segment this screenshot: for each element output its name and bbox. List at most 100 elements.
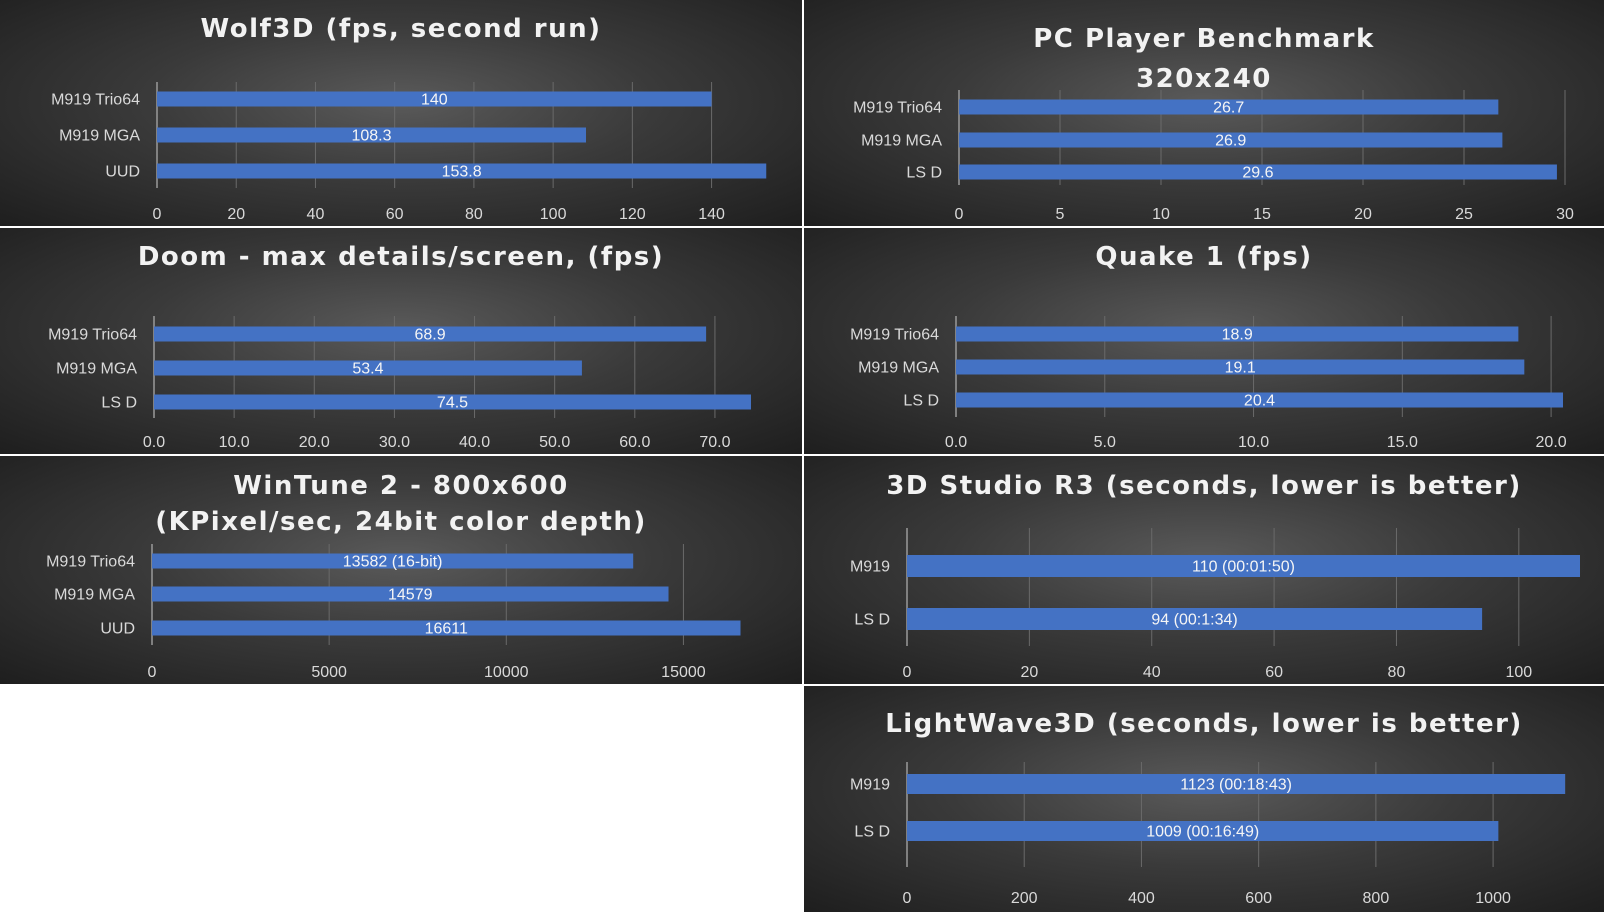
tick-label: 600 [1245, 890, 1272, 907]
tick-label: 50.0 [539, 434, 570, 451]
tick-label: 0.0 [143, 434, 165, 451]
tick-label: 20 [1354, 206, 1372, 223]
category-label: M919 Trio64 [48, 327, 137, 344]
tick-label: 30 [1556, 206, 1574, 223]
category-label: LS D [906, 165, 942, 182]
tick-label: 15 [1253, 206, 1271, 223]
data-label: 14579 [388, 587, 433, 604]
tick-label: 1000 [1475, 890, 1511, 907]
tick-label: 5.0 [1094, 434, 1116, 451]
data-label: 13582 (16-bit) [343, 554, 443, 571]
bar [152, 586, 669, 602]
category-label: UUD [105, 164, 140, 181]
category-label: M919 MGA [861, 133, 942, 150]
tick-label: 120 [619, 206, 646, 223]
bar [152, 553, 634, 569]
chart-title: PC Player Benchmark [1033, 24, 1375, 54]
category-label: M919 MGA [858, 360, 939, 377]
data-label: 153.8 [442, 164, 482, 181]
tick-label: 0 [955, 206, 964, 223]
bar [956, 326, 1519, 342]
tick-label: 10.0 [1238, 434, 1269, 451]
tick-label: 10 [1152, 206, 1170, 223]
category-label: M919 Trio64 [850, 327, 939, 344]
bar [154, 326, 707, 342]
tick-label: 100 [1505, 664, 1532, 681]
data-label: 74.5 [437, 395, 468, 412]
data-label: 19.1 [1225, 360, 1256, 377]
data-label: 108.3 [351, 128, 391, 145]
tick-label: 140 [698, 206, 725, 223]
tick-label: 10000 [484, 664, 529, 681]
chart-title: LightWave3D (seconds, lower is better) [885, 709, 1523, 739]
bar [154, 360, 582, 376]
chart-title: Wolf3D (fps, second run) [200, 14, 601, 44]
tick-label: 80 [465, 206, 483, 223]
chart-title: 3D Studio R3 (seconds, lower is better) [886, 471, 1521, 501]
bar [956, 359, 1525, 375]
chart-wintune: WinTune 2 - 800x600 (KPixel/sec, 24bit co… [46, 471, 741, 681]
tick-label: 100 [540, 206, 567, 223]
data-label: 94 (00:1:34) [1151, 612, 1237, 629]
bar [907, 821, 1499, 841]
bar [154, 394, 751, 410]
tick-label: 20.0 [299, 434, 330, 451]
tick-label: 15.0 [1387, 434, 1418, 451]
category-label: M919 [850, 777, 890, 794]
data-label: 20.4 [1244, 393, 1275, 410]
data-label: 26.7 [1213, 100, 1244, 117]
category-label: M919 MGA [56, 361, 137, 378]
chart-title: Quake 1 (fps) [1095, 242, 1312, 272]
bar [157, 127, 587, 143]
chart-quake: Quake 1 (fps) 18.9 M919 Trio64 19.1 M919 MGA… [850, 242, 1567, 451]
category-label: M919 Trio64 [46, 554, 135, 571]
category-label: LS D [854, 612, 890, 629]
tick-label: 0 [903, 890, 912, 907]
tick-label: 15000 [661, 664, 706, 681]
category-label: LS D [101, 395, 137, 412]
bar [907, 555, 1580, 577]
data-label: 68.9 [414, 327, 445, 344]
bar [157, 163, 767, 179]
chart-panel-wintune: WinTune 2 - 800x600 (KPixel/sec, 24bit co… [0, 456, 802, 684]
chart-panel-doom: Doom - max details/screen, (fps) 68.9 M919… [0, 228, 802, 454]
bar [959, 132, 1503, 148]
tick-label: 10.0 [219, 434, 250, 451]
category-label: UUD [100, 621, 135, 638]
tick-label: 60 [386, 206, 404, 223]
chart-wolf3d: Wolf3D (fps, second run) 140 M919 Trio64 10… [51, 14, 767, 223]
chart-lightwave: LightWave3D (seconds, lower is better) 11… [850, 709, 1566, 907]
chart-pcplayer: PC Player Benchmark 320x240 26.7 M919 Trio6… [853, 24, 1574, 223]
bar [157, 91, 712, 107]
tick-label: 200 [1011, 890, 1038, 907]
tick-label: 70.0 [699, 434, 730, 451]
tick-label: 60.0 [619, 434, 650, 451]
category-label: M919 Trio64 [853, 100, 942, 117]
bar [152, 620, 741, 636]
tick-label: 400 [1128, 890, 1155, 907]
category-label: M919 Trio64 [51, 92, 140, 109]
chart-panel-studio: 3D Studio R3 (seconds, lower is better) 1… [804, 456, 1604, 684]
category-label: LS D [854, 824, 890, 841]
tick-label: 80 [1388, 664, 1406, 681]
chart-panel-wolf3d: Wolf3D (fps, second run) 140 M919 Trio64 10… [0, 0, 802, 226]
tick-label: 0.0 [945, 434, 967, 451]
tick-label: 25 [1455, 206, 1473, 223]
category-label: LS D [903, 393, 939, 410]
tick-label: 20 [227, 206, 245, 223]
chart-title: WinTune 2 - 800x600 [233, 471, 569, 501]
chart-studio: 3D Studio R3 (seconds, lower is better) 1… [850, 471, 1580, 681]
chart-title-line-2: 320x240 [1136, 64, 1272, 94]
data-label: 29.6 [1242, 165, 1273, 182]
category-label: M919 MGA [59, 128, 140, 145]
bar [959, 164, 1557, 180]
chart-title-line-2: (KPixel/sec, 24bit color depth) [155, 507, 647, 537]
chart-doom: Doom - max details/screen, (fps) 68.9 M919… [48, 242, 751, 451]
tick-label: 800 [1363, 890, 1390, 907]
tick-label: 40 [1143, 664, 1161, 681]
data-label: 1123 (00:18:43) [1180, 777, 1292, 794]
data-label: 16611 [425, 621, 468, 638]
tick-label: 0 [903, 664, 912, 681]
tick-label: 30.0 [379, 434, 410, 451]
bar [959, 99, 1499, 115]
